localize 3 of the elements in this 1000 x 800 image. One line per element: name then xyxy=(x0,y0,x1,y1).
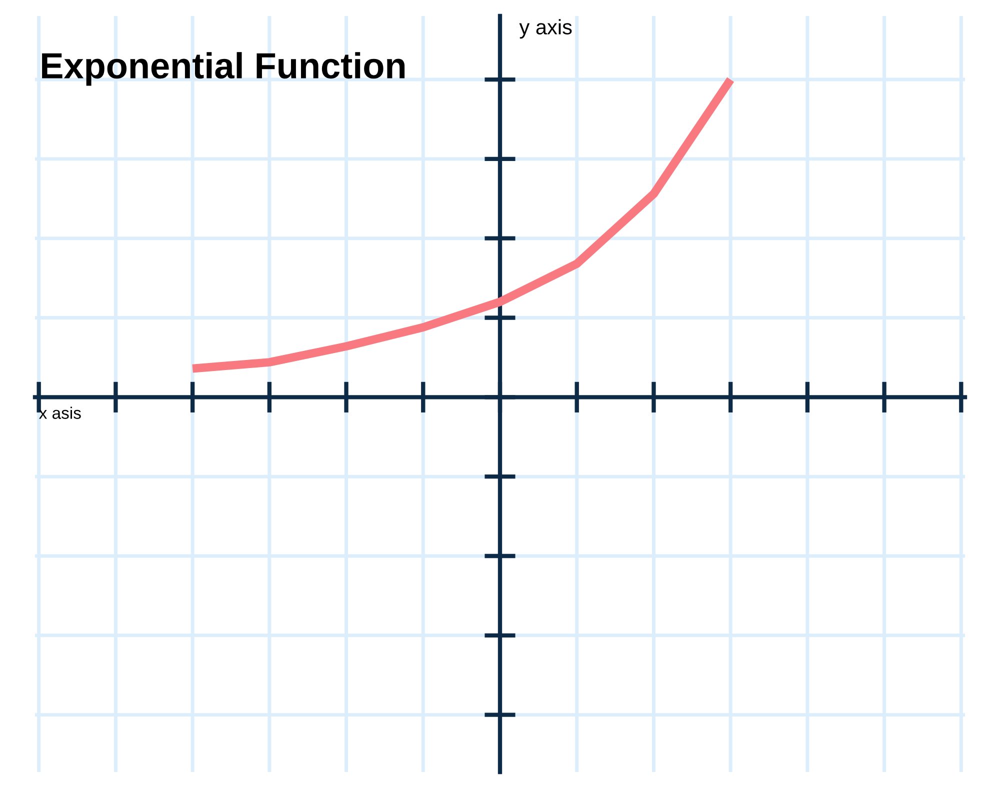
y-axis-title: y axis xyxy=(519,19,572,39)
x-axis-title: x asis xyxy=(39,406,81,419)
chart-title: Exponential Function xyxy=(42,52,405,86)
